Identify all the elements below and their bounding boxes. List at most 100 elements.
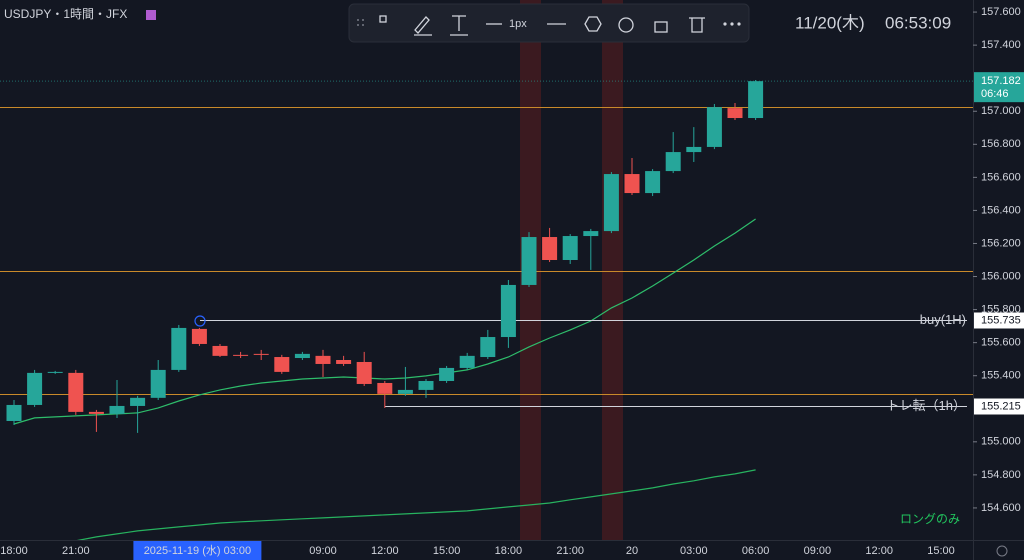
candle-body	[294, 353, 310, 359]
moving-average	[76, 469, 756, 540]
candle-body	[418, 380, 434, 390]
candle-body	[397, 389, 413, 394]
candle-body	[562, 236, 578, 260]
candle-body	[727, 108, 743, 119]
y-tick-label: 155.400	[981, 370, 1021, 382]
candle-body	[521, 237, 537, 285]
x-tick-label: 12:00	[865, 545, 893, 557]
candle-body	[583, 231, 599, 237]
y-tick-label: 156.000	[981, 270, 1021, 282]
anchor-marker	[194, 315, 206, 327]
y-tick-label: 156.600	[981, 171, 1021, 183]
candle-body	[500, 284, 516, 338]
candle-body	[233, 354, 249, 356]
y-tick-label: 156.200	[981, 237, 1021, 249]
candle-body	[748, 81, 764, 119]
y-tick-label: 155.800	[981, 303, 1021, 315]
current-price-label: 157.182	[981, 75, 1021, 87]
toolbar-bg	[348, 3, 750, 43]
candle-body	[150, 369, 166, 398]
candle-body	[191, 328, 207, 344]
price-line-axis-bg	[974, 312, 1024, 329]
current-price-bg	[974, 72, 1024, 103]
candle-body	[439, 367, 455, 381]
y-tick-label: 156.400	[981, 204, 1021, 216]
candle-body	[645, 171, 661, 194]
x-tick-label: 21:00	[556, 545, 584, 557]
candle-body	[274, 357, 290, 372]
clock-date: 11/20(木)	[795, 13, 865, 32]
y-tick-label: 155.600	[981, 337, 1021, 349]
candle-body	[109, 405, 125, 414]
candle-body	[706, 107, 722, 147]
candle-body	[27, 372, 43, 405]
x-tick-label: 21:00	[62, 545, 90, 557]
plot-area	[0, 80, 973, 540]
y-tick-label: 157.600	[981, 6, 1021, 18]
crosshair-time-bg	[133, 541, 262, 560]
clock-time: 06:53:09	[885, 13, 951, 32]
crosshair-time-label: 2025-11-19 (水) 03:00	[144, 544, 251, 557]
flag-icon	[146, 10, 156, 20]
x-tick-label: 15:00	[433, 545, 461, 557]
candle-body	[315, 355, 331, 364]
candle-body	[6, 404, 22, 421]
x-tick-label: 18:00	[0, 545, 28, 557]
candle-body	[356, 361, 372, 384]
candle-body	[480, 337, 496, 358]
x-tick-label: 15:00	[927, 545, 955, 557]
candle-body	[88, 411, 104, 414]
candle-body	[171, 327, 187, 370]
x-tick-label: 20	[626, 545, 638, 557]
y-tick-label: 157.000	[981, 105, 1021, 117]
highlight-band	[602, 0, 623, 540]
x-tick-label: 03:00	[680, 545, 708, 557]
tool-settings[interactable]	[584, 16, 602, 32]
x-tick-label: 06:00	[742, 545, 770, 557]
price-line-axis-bg	[974, 398, 1024, 415]
candle-body	[603, 174, 619, 232]
candle-body	[686, 146, 702, 153]
settings-icon[interactable]	[996, 545, 1008, 557]
candle-body	[336, 360, 352, 364]
candle-body	[47, 371, 63, 373]
candle-body	[212, 345, 228, 356]
y-tick-label: 154.800	[981, 469, 1021, 481]
candle-body	[377, 382, 393, 394]
tool-text[interactable]	[450, 15, 468, 36]
candle-body	[665, 152, 681, 172]
line-width[interactable]: 1px	[509, 18, 527, 30]
drawing-toolbar: 1px	[348, 3, 750, 43]
x-tick-label: 18:00	[495, 545, 523, 557]
price-line-axis-label: 155.215	[981, 400, 1021, 412]
countdown-label: 06:46	[981, 88, 1009, 100]
candle-body	[459, 355, 475, 368]
tool-icon[interactable]	[379, 15, 387, 23]
price-line-label: トレ転（1h）	[887, 398, 966, 413]
y-tick-label: 156.800	[981, 138, 1021, 150]
price-line-axis-label: 155.735	[981, 314, 1021, 326]
note: ロングのみ	[900, 512, 960, 526]
tool-color[interactable]	[414, 16, 432, 36]
y-tick-label: 157.400	[981, 39, 1021, 51]
candle-body	[542, 237, 558, 260]
tool-more[interactable]	[723, 22, 741, 26]
x-tick-label: 09:00	[804, 545, 832, 557]
symbol-title: USDJPY・1時間・JFX	[4, 7, 127, 21]
candle-body	[253, 353, 269, 355]
candle-body	[624, 174, 640, 194]
x-tick-label: 12:00	[371, 545, 399, 557]
y-tick-label: 154.600	[981, 502, 1021, 514]
axes: 157.600 157.400 157.000 156.800 156.600 156.4…	[0, 6, 1021, 560]
candle-body	[130, 397, 146, 406]
drag-handle	[357, 19, 364, 26]
x-tick-label: 09:00	[309, 545, 337, 557]
y-tick-label: 155.000	[981, 436, 1021, 448]
tool-alert[interactable]	[618, 17, 634, 33]
tool-lock[interactable]	[654, 21, 668, 33]
candle-body	[68, 372, 84, 412]
price-line-label: buy(1H)	[920, 312, 966, 327]
tool-delete[interactable]	[689, 17, 705, 33]
